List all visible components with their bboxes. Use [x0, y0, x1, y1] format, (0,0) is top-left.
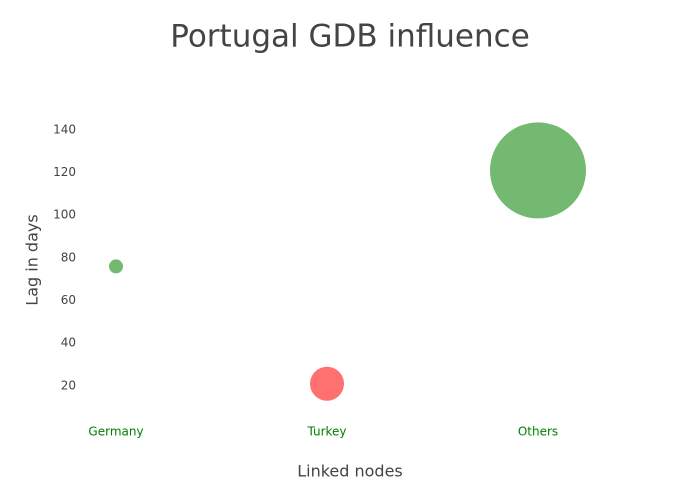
y-tick-label: 80	[61, 250, 76, 264]
y-tick-label: 120	[53, 165, 76, 179]
x-tick-label: Germany	[88, 425, 143, 439]
bubble	[490, 122, 586, 219]
bubble	[310, 366, 344, 401]
y-tick-label: 140	[53, 122, 76, 136]
y-tick-label: 60	[61, 293, 76, 307]
y-tick-label: 40	[61, 336, 76, 350]
y-tick-label: 100	[53, 208, 76, 222]
y-axis-title: Lag in days	[23, 214, 42, 305]
chart-title: Portugal GDB influence	[170, 19, 530, 55]
x-axis-title: Linked nodes	[297, 462, 403, 481]
bubble	[109, 259, 123, 274]
x-tick-label: Turkey	[306, 425, 346, 439]
x-tick-label: Others	[518, 425, 558, 439]
y-tick-label: 20	[61, 378, 76, 392]
